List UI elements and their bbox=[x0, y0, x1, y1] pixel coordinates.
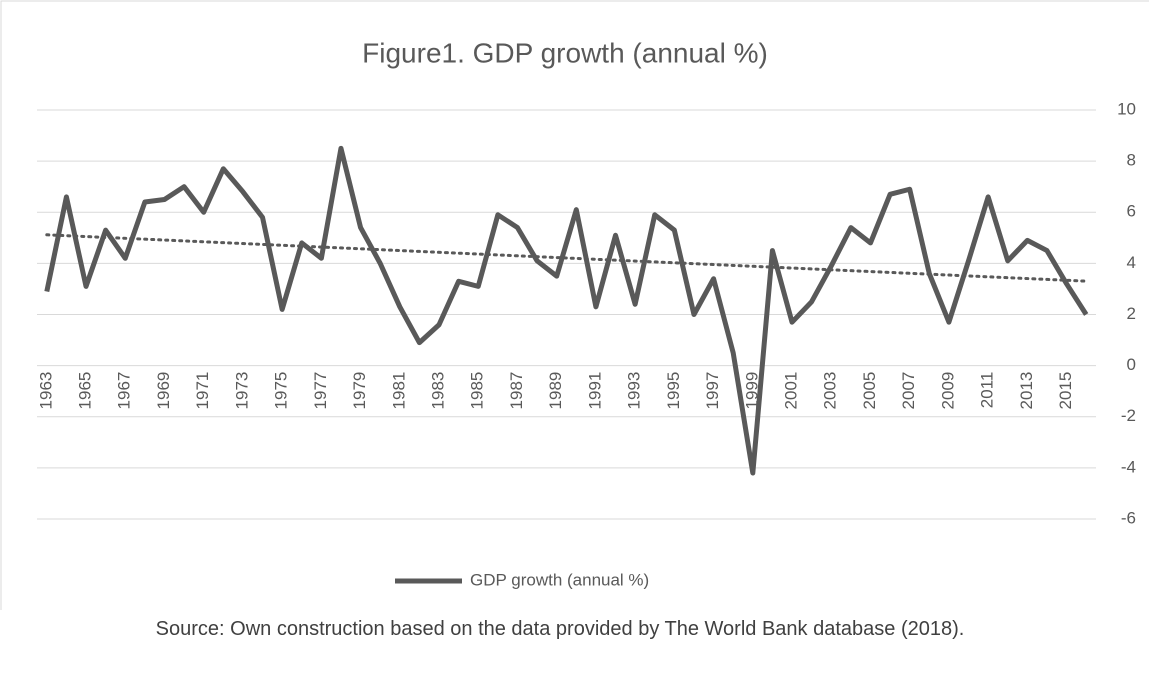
y-tick-label: 4 bbox=[1127, 253, 1136, 272]
y-tick-label: 2 bbox=[1127, 304, 1136, 323]
x-tick-label: 1981 bbox=[389, 372, 408, 410]
chart-frame bbox=[0, 0, 1149, 610]
x-tick-label: 1983 bbox=[429, 372, 448, 410]
x-tick-label: 1973 bbox=[232, 372, 251, 410]
x-tick-label: 1991 bbox=[585, 372, 604, 410]
y-tick-label: 0 bbox=[1127, 355, 1136, 374]
x-tick-label: 2007 bbox=[899, 372, 918, 410]
x-tick-label: 1997 bbox=[703, 372, 722, 410]
x-tick-label: 2003 bbox=[821, 372, 840, 410]
x-tick-label: 1967 bbox=[115, 372, 134, 410]
x-tick-label: 2013 bbox=[1017, 372, 1036, 410]
x-tick-label: 1963 bbox=[36, 372, 55, 410]
x-tick-label: 1975 bbox=[272, 372, 291, 410]
y-tick-label: 8 bbox=[1127, 151, 1136, 170]
x-tick-label: 2009 bbox=[938, 372, 957, 410]
x-tick-label: 1993 bbox=[625, 372, 644, 410]
source-note: Source: Own construction based on the da… bbox=[155, 618, 965, 640]
x-tick-label: 1979 bbox=[350, 372, 369, 410]
x-tick-label: 2005 bbox=[860, 372, 879, 410]
x-tick-label: 1985 bbox=[468, 372, 487, 410]
y-tick-label: -4 bbox=[1121, 457, 1136, 476]
series-line bbox=[44, 145, 1089, 476]
x-tick-label: 1977 bbox=[311, 372, 330, 410]
y-tick-label: 6 bbox=[1127, 202, 1136, 221]
x-tick-label: 1999 bbox=[742, 372, 761, 410]
trendline bbox=[45, 233, 1088, 283]
y-tick-label: -2 bbox=[1121, 406, 1136, 425]
x-tick-label: 2011 bbox=[978, 372, 997, 409]
y-tick-label: 10 bbox=[1117, 99, 1136, 118]
x-tick-label: 1971 bbox=[193, 372, 212, 410]
legend-label: GDP growth (annual %) bbox=[470, 570, 649, 589]
x-tick-label: 1965 bbox=[76, 372, 95, 410]
x-tick-label: 1987 bbox=[507, 372, 526, 410]
y-tick-label: -6 bbox=[1121, 508, 1136, 527]
x-tick-label: 1969 bbox=[154, 372, 173, 410]
x-tick-label: 1989 bbox=[546, 372, 565, 410]
x-tick-label: 2001 bbox=[782, 372, 801, 410]
x-tick-label: 2015 bbox=[1056, 372, 1075, 410]
x-tick-label: 1995 bbox=[664, 372, 683, 410]
chart-title: Figure1. GDP growth (annual %) bbox=[362, 37, 768, 68]
chart: Figure1. GDP growth (annual %) -6 -4 -2 0 2 4… bbox=[0, 0, 1149, 610]
